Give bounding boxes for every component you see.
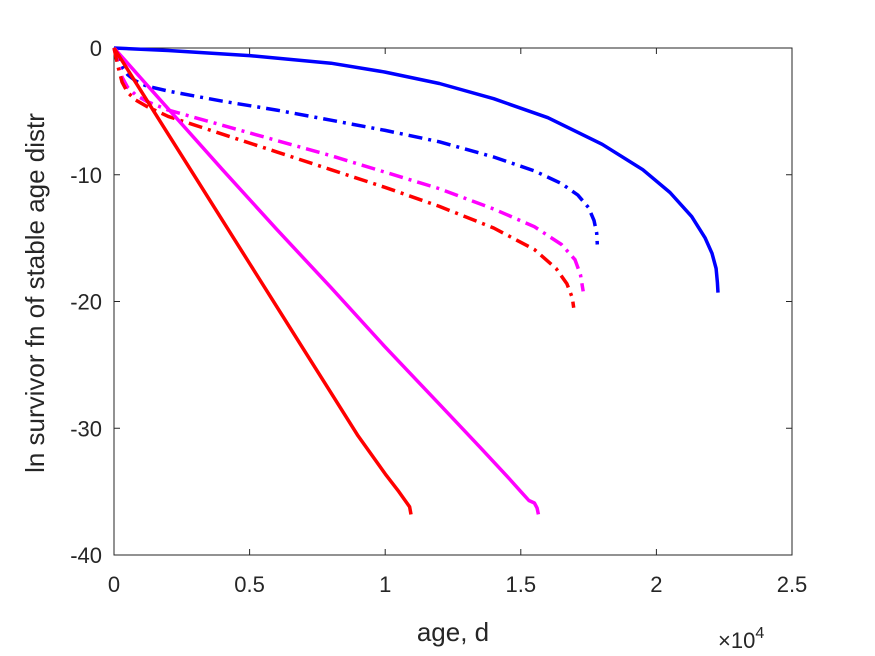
- series-line-3: [112, 47, 585, 292]
- x-axis-label: age, d: [417, 617, 489, 647]
- x-tick-label: 1.5: [506, 572, 537, 597]
- x-exponent-label: ×104: [718, 625, 764, 653]
- y-tick-label: 0: [90, 36, 102, 61]
- series-line-6: [112, 47, 413, 515]
- series-line-1: [113, 46, 720, 293]
- y-ticks: 0 -10 -20 -30 -40: [70, 36, 792, 568]
- x-ticks: 0 0.5 1 1.5 2 2.5: [108, 48, 807, 597]
- series-line-5: [112, 46, 541, 515]
- series-group: [112, 46, 720, 515]
- series-line-4: [112, 47, 576, 309]
- x-tick-label: 2.5: [777, 572, 808, 597]
- x-exponent-base: ×10: [718, 628, 755, 653]
- y-axis-label: ln survivor fn of stable age distr: [20, 113, 50, 473]
- x-exponent-power: 4: [755, 625, 764, 642]
- plot-area: [113, 47, 793, 556]
- axes-box: [113, 47, 793, 556]
- series-line-2: [112, 47, 600, 245]
- y-tick-label: -20: [70, 290, 102, 315]
- x-tick-label: 0: [108, 572, 120, 597]
- y-tick-label: -10: [70, 163, 102, 188]
- x-tick-label: 2: [650, 572, 662, 597]
- x-tick-label: 1: [379, 572, 391, 597]
- y-tick-label: -30: [70, 416, 102, 441]
- y-tick-label: -40: [70, 543, 102, 568]
- x-tick-label: 0.5: [234, 572, 265, 597]
